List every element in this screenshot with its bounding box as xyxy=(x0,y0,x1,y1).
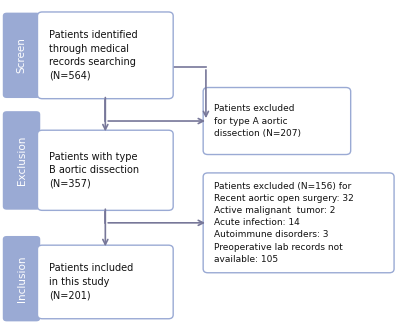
Text: Inclusion: Inclusion xyxy=(16,256,26,302)
Text: Screen: Screen xyxy=(16,37,26,73)
FancyBboxPatch shape xyxy=(3,111,40,210)
FancyBboxPatch shape xyxy=(38,130,173,210)
FancyBboxPatch shape xyxy=(203,88,351,155)
FancyBboxPatch shape xyxy=(3,236,40,321)
Text: Patients included
in this study
(N=201): Patients included in this study (N=201) xyxy=(49,263,134,301)
Text: Patients excluded
for type A aortic
dissection (N=207): Patients excluded for type A aortic diss… xyxy=(214,104,301,138)
Text: Patients with type
B aortic dissection
(N=357): Patients with type B aortic dissection (… xyxy=(49,152,140,189)
Text: Exclusion: Exclusion xyxy=(16,136,26,185)
Text: Patients identified
through medical
records searching
(N=564): Patients identified through medical reco… xyxy=(49,30,138,81)
FancyBboxPatch shape xyxy=(38,12,173,99)
FancyBboxPatch shape xyxy=(203,173,394,273)
Text: Patients excluded (N=156) for
Recent aortic open surgery: 32
Active malignant  t: Patients excluded (N=156) for Recent aor… xyxy=(214,182,354,264)
FancyBboxPatch shape xyxy=(3,13,40,98)
FancyBboxPatch shape xyxy=(38,245,173,319)
